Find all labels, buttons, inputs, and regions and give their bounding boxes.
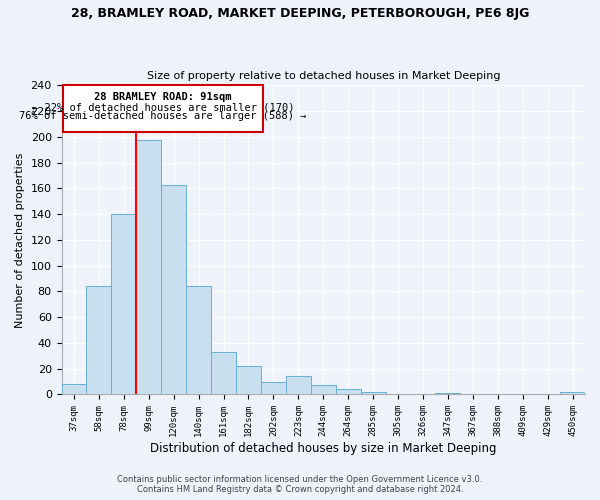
Bar: [211, 352, 236, 395]
Bar: [311, 386, 336, 394]
Text: 28 BRAMLEY ROAD: 91sqm: 28 BRAMLEY ROAD: 91sqm: [94, 92, 232, 102]
Text: 76% of semi-detached houses are larger (588) →: 76% of semi-detached houses are larger (…: [19, 111, 307, 121]
Bar: [236, 366, 261, 394]
Bar: [186, 286, 211, 395]
Text: Contains HM Land Registry data © Crown copyright and database right 2024.: Contains HM Land Registry data © Crown c…: [137, 485, 463, 494]
Bar: [336, 390, 361, 394]
Bar: [286, 376, 311, 394]
Bar: [436, 393, 460, 394]
Text: 28, BRAMLEY ROAD, MARKET DEEPING, PETERBOROUGH, PE6 8JG: 28, BRAMLEY ROAD, MARKET DEEPING, PETERB…: [71, 8, 529, 20]
Bar: [361, 392, 386, 394]
Bar: [560, 392, 585, 394]
Bar: [261, 382, 286, 394]
Title: Size of property relative to detached houses in Market Deeping: Size of property relative to detached ho…: [146, 70, 500, 81]
Text: Contains public sector information licensed under the Open Government Licence v3: Contains public sector information licen…: [118, 475, 482, 484]
Bar: [86, 286, 112, 395]
Y-axis label: Number of detached properties: Number of detached properties: [15, 152, 25, 328]
Bar: [62, 384, 86, 394]
Text: ← 22% of detached houses are smaller (170): ← 22% of detached houses are smaller (17…: [32, 102, 295, 112]
Bar: [161, 184, 186, 394]
Bar: [136, 140, 161, 394]
Bar: [112, 214, 136, 394]
Bar: [63, 86, 263, 132]
X-axis label: Distribution of detached houses by size in Market Deeping: Distribution of detached houses by size …: [150, 442, 497, 455]
